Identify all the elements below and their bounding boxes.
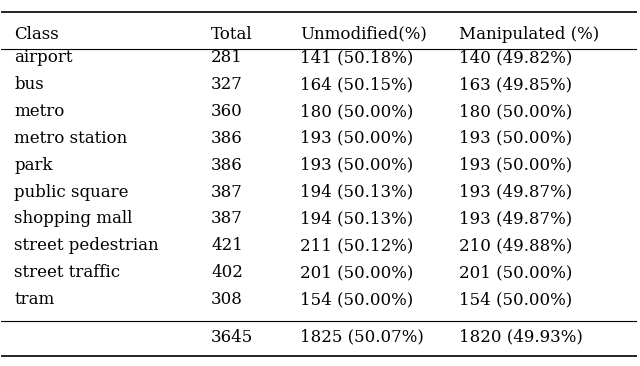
Text: 201 (50.00%): 201 (50.00%)	[300, 264, 413, 281]
Text: metro: metro	[14, 103, 65, 120]
Text: shopping mall: shopping mall	[14, 210, 132, 227]
Text: 210 (49.88%): 210 (49.88%)	[460, 237, 573, 254]
Text: 193 (49.87%): 193 (49.87%)	[460, 184, 572, 201]
Text: bus: bus	[14, 76, 44, 93]
Text: 193 (50.00%): 193 (50.00%)	[460, 157, 572, 174]
Text: 154 (50.00%): 154 (50.00%)	[460, 291, 572, 308]
Text: metro station: metro station	[14, 130, 127, 147]
Text: 3645: 3645	[211, 329, 253, 346]
Text: 194 (50.13%): 194 (50.13%)	[300, 210, 413, 227]
Text: 163 (49.85%): 163 (49.85%)	[460, 76, 572, 93]
Text: 180 (50.00%): 180 (50.00%)	[460, 103, 573, 120]
Text: 164 (50.15%): 164 (50.15%)	[300, 76, 413, 93]
Text: public square: public square	[14, 184, 129, 201]
Text: Unmodified(%): Unmodified(%)	[300, 26, 427, 42]
Text: street traffic: street traffic	[14, 264, 120, 281]
Text: 386: 386	[211, 157, 243, 174]
Text: Total: Total	[211, 26, 253, 42]
Text: 193 (50.00%): 193 (50.00%)	[300, 130, 413, 147]
Text: 327: 327	[211, 76, 243, 93]
Text: 193 (49.87%): 193 (49.87%)	[460, 210, 572, 227]
Text: 193 (50.00%): 193 (50.00%)	[460, 130, 572, 147]
Text: 386: 386	[211, 130, 243, 147]
Text: Manipulated (%): Manipulated (%)	[460, 26, 600, 42]
Text: 1825 (50.07%): 1825 (50.07%)	[300, 329, 424, 346]
Text: 141 (50.18%): 141 (50.18%)	[300, 49, 413, 66]
Text: 360: 360	[211, 103, 243, 120]
Text: park: park	[14, 157, 52, 174]
Text: 201 (50.00%): 201 (50.00%)	[460, 264, 573, 281]
Text: 387: 387	[211, 210, 243, 227]
Text: 1820 (49.93%): 1820 (49.93%)	[460, 329, 583, 346]
Text: 154 (50.00%): 154 (50.00%)	[300, 291, 413, 308]
Text: Class: Class	[14, 26, 59, 42]
Text: 387: 387	[211, 184, 243, 201]
Text: 194 (50.13%): 194 (50.13%)	[300, 184, 413, 201]
Text: airport: airport	[14, 49, 72, 66]
Text: 180 (50.00%): 180 (50.00%)	[300, 103, 413, 120]
Text: 402: 402	[211, 264, 243, 281]
Text: 421: 421	[211, 237, 243, 254]
Text: street pedestrian: street pedestrian	[14, 237, 159, 254]
Text: 193 (50.00%): 193 (50.00%)	[300, 157, 413, 174]
Text: 281: 281	[211, 49, 243, 66]
Text: 211 (50.12%): 211 (50.12%)	[300, 237, 413, 254]
Text: 308: 308	[211, 291, 243, 308]
Text: tram: tram	[14, 291, 54, 308]
Text: 140 (49.82%): 140 (49.82%)	[460, 49, 573, 66]
